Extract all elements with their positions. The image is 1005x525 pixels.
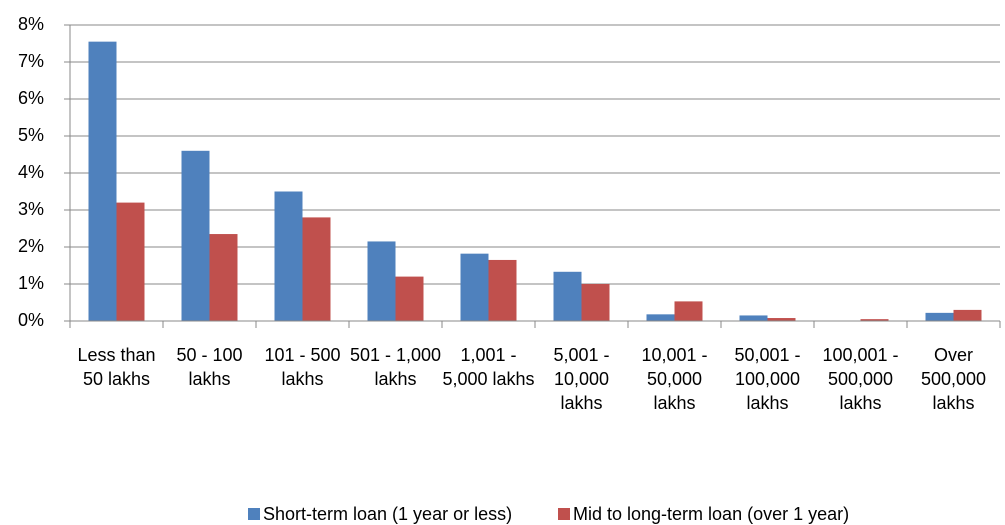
x-tick-label: 101 - 500 lakhs (264, 345, 341, 389)
bar (116, 202, 145, 321)
y-tick-label: 2% (18, 236, 44, 256)
y-tick-label: 8% (18, 14, 44, 34)
legend-label: Mid to long-term loan (over 1 year) (573, 504, 849, 524)
bar (209, 234, 238, 321)
bar (302, 217, 331, 321)
x-tick-label: 50,001 - 100,000 lakhs (734, 345, 801, 413)
bar (581, 284, 610, 321)
bar (646, 314, 675, 321)
x-tick-label: 5,001 - 10,000 lakhs (553, 345, 610, 413)
bar (553, 271, 582, 321)
y-tick-label: 4% (18, 162, 44, 182)
x-tick-label: 501 - 1,000 lakhs (349, 345, 442, 389)
y-tick-label: 5% (18, 125, 44, 145)
y-tick-label: 6% (18, 88, 44, 108)
bar (367, 241, 396, 321)
bar (767, 318, 796, 321)
x-tick-label: Less than 50 lakhs (77, 345, 156, 389)
y-tick-label: 7% (18, 51, 44, 71)
bar (274, 191, 303, 321)
bar (860, 319, 889, 321)
x-tick-label: 10,001 - 50,000 lakhs (641, 345, 708, 413)
y-tick-label: 1% (18, 273, 44, 293)
bar (88, 41, 117, 322)
bar (488, 259, 517, 321)
legend-swatch (558, 508, 570, 520)
x-tick-label: 50 - 100 lakhs (176, 345, 243, 389)
bar (460, 253, 489, 321)
bar (181, 150, 210, 321)
legend-swatch (248, 508, 260, 520)
bar (674, 301, 703, 321)
bar (739, 315, 768, 321)
x-tick-label: 100,001 - 500,000 lakhs (822, 345, 899, 413)
x-tick-label: Over 500,000 lakhs (920, 345, 987, 413)
y-tick-label: 3% (18, 199, 44, 219)
y-tick-label: 0% (18, 310, 44, 330)
bar (395, 276, 424, 321)
bar (953, 309, 982, 321)
bar (925, 312, 954, 321)
x-tick-label: 1,001 - 5,000 lakhs (442, 345, 535, 389)
legend-label: Short-term loan (1 year or less) (263, 504, 512, 524)
